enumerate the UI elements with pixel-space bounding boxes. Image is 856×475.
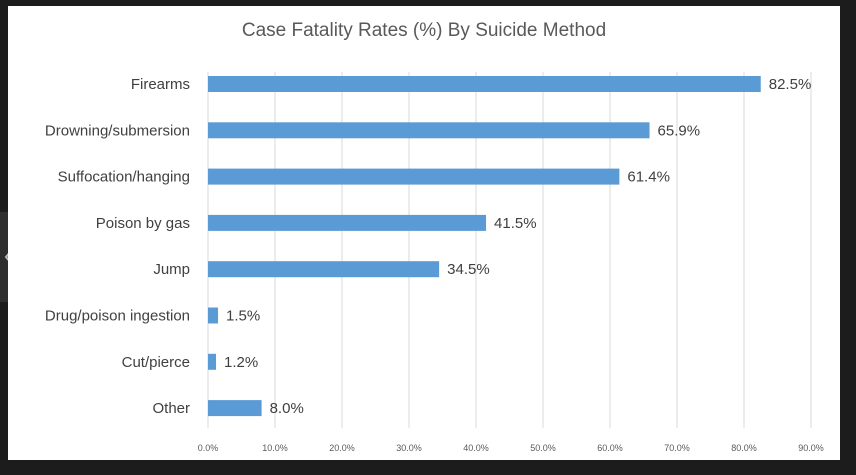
data-label: 34.5% — [447, 261, 490, 278]
x-tick-label: 70.0% — [664, 443, 690, 453]
data-label: 41.5% — [494, 215, 537, 232]
x-tick-label: 10.0% — [262, 443, 288, 453]
bar — [208, 168, 620, 185]
data-label: 1.2% — [224, 354, 258, 371]
x-tick-label: 90.0% — [798, 443, 824, 453]
x-tick-label: 50.0% — [530, 443, 556, 453]
x-tick-label: 80.0% — [731, 443, 757, 453]
x-tick-label: 0.0% — [198, 443, 219, 453]
data-label: 8.0% — [270, 400, 304, 417]
category-label: Cut/pierce — [122, 354, 190, 371]
category-label: Jump — [153, 261, 190, 278]
data-label: 82.5% — [769, 76, 812, 93]
category-label: Other — [152, 400, 190, 417]
category-label: Suffocation/hanging — [58, 169, 190, 186]
data-label: 65.9% — [658, 122, 701, 139]
bar — [208, 76, 761, 92]
bar — [208, 261, 440, 278]
category-label: Drug/poison ingestion — [45, 308, 190, 325]
data-label: 1.5% — [226, 308, 260, 325]
x-tick-label: 60.0% — [597, 443, 623, 453]
x-tick-label: 40.0% — [463, 443, 489, 453]
category-label: Firearms — [131, 76, 190, 93]
category-label: Drowning/submersion — [45, 122, 190, 139]
data-label: 61.4% — [627, 169, 670, 186]
x-tick-label: 30.0% — [396, 443, 422, 453]
bar — [208, 214, 487, 231]
chart-container: Case Fatality Rates (%) By Suicide Metho… — [8, 6, 840, 460]
bar — [208, 353, 217, 370]
chart-title: Case Fatality Rates (%) By Suicide Metho… — [241, 20, 607, 41]
bar — [208, 307, 219, 324]
category-label: Poison by gas — [96, 215, 190, 232]
bar-chart-plot: 0.0% 10.0% 20.0% 30.0% 40.0% 50.0% 60.0% 70.0% 8… — [45, 72, 824, 453]
x-tick-label: 20.0% — [329, 443, 355, 453]
bar — [208, 122, 650, 139]
bar — [208, 400, 262, 417]
